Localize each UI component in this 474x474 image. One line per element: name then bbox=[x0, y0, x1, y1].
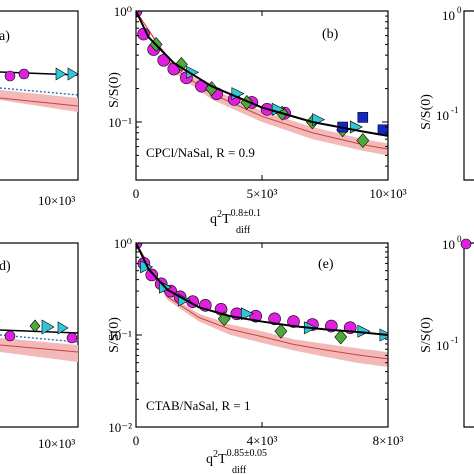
panel-e-series-2-point bbox=[274, 323, 288, 339]
panel-e-ytick-label: 10⁻¹ bbox=[108, 328, 132, 343]
panel-d-fit-line bbox=[0, 329, 79, 334]
panel-e-band bbox=[136, 243, 388, 367]
panel-a-xtick: 10×10³ bbox=[38, 193, 75, 208]
panel-d-marker bbox=[57, 321, 69, 335]
panel-a-marker bbox=[4, 70, 16, 82]
panel-c-ytick-top-exp: 0 bbox=[457, 5, 462, 15]
panel-b-series-1-point bbox=[174, 56, 188, 72]
panel-f-ylabel: S/S(0) bbox=[419, 317, 434, 353]
panel-d-marker bbox=[66, 332, 78, 344]
panel-e-series-0-point bbox=[145, 268, 159, 282]
panel-c-ytick-mid-exp: -1 bbox=[451, 105, 459, 115]
panel-e-series-1-point bbox=[240, 307, 254, 321]
panel-e-text: S/S(0) (e) CTAB/NaSal, R = 1 q2T0.85±0.0… bbox=[107, 257, 334, 474]
panel-b-label: (b) bbox=[322, 27, 339, 42]
panel-b-ytick-label: 10⁰ bbox=[114, 4, 132, 19]
panel-d-marker bbox=[29, 319, 41, 333]
panel-f-ytick-mid: 10 bbox=[436, 338, 449, 353]
panel-a: a) 10×10³ bbox=[0, 10, 79, 208]
panel-a-dotted-line bbox=[0, 87, 79, 96]
panel-b-series-1-point bbox=[356, 133, 370, 149]
panel-a-marker bbox=[67, 67, 79, 81]
panel-d-xtick: 10×10³ bbox=[38, 436, 75, 451]
panel-b-xlabel-sub: diff bbox=[236, 225, 251, 236]
panel-d: d) 10×10³ bbox=[0, 242, 79, 451]
panel-b-plot-area bbox=[136, 11, 388, 156]
panel-e-fit-line bbox=[136, 243, 388, 336]
panel-e-series-0-point bbox=[287, 315, 300, 328]
panel-e-xlabel-sub: diff bbox=[232, 465, 247, 474]
panel-a-label: a) bbox=[0, 29, 10, 44]
panel-c-ytick-top: 10 bbox=[442, 8, 455, 23]
panel-f-ytick-top: 10 bbox=[442, 237, 455, 252]
panel-a-marker bbox=[18, 68, 30, 80]
panel-c-ylabel: S/S(0) bbox=[419, 94, 434, 130]
panel-b-text: S/S(0) (b) CPCl/NaSal, R = 0.9 q2T0.8±0.… bbox=[107, 27, 339, 236]
panel-e-plot-area bbox=[136, 243, 388, 367]
panel-e-ylabel: S/S(0) bbox=[107, 317, 122, 353]
panel-a-frame bbox=[0, 10, 79, 181]
panel-e-annotation: CTAB/NaSal, R = 1 bbox=[146, 398, 251, 413]
panel-f-frame bbox=[463, 242, 474, 428]
panel-e-xtick-label: 8×10³ bbox=[373, 433, 404, 448]
panel-b-band bbox=[136, 11, 388, 156]
panel-e-ytick-label: 10⁰ bbox=[114, 236, 132, 251]
panel-c-frame bbox=[463, 10, 474, 181]
panel-b-xtick-label: 5×10³ bbox=[247, 186, 278, 201]
panel-e-series-0-point bbox=[268, 312, 281, 326]
panel-d-marker bbox=[41, 319, 55, 335]
panel-b-ylabel: S/S(0) bbox=[107, 72, 122, 108]
panel-b-xlabel: q2T0.8±0.1 bbox=[210, 208, 261, 227]
panel-e-xtick-label: 0 bbox=[133, 433, 140, 448]
panel-b-series-3-point bbox=[357, 112, 369, 123]
panel-b-xtick-label: 0 bbox=[133, 186, 140, 201]
panel-b-ytick-label: 10⁻¹ bbox=[108, 115, 132, 130]
panel-d-marker bbox=[4, 330, 16, 342]
panel-e-xlabel: q2T0.85±0.05 bbox=[206, 448, 267, 467]
panel-b-fit-line bbox=[136, 11, 388, 137]
panel-a-band-line bbox=[0, 97, 79, 107]
panel-e-label: (e) bbox=[318, 257, 334, 272]
panel-a-marker bbox=[55, 67, 67, 81]
panel-e-xtick-label: 4×10³ bbox=[247, 433, 278, 448]
panel-f-marker bbox=[460, 238, 472, 250]
panel-b: 0 5×10³ 10×10³ 10⁰ 10⁻¹ bbox=[108, 4, 406, 201]
panel-f-ytick-top-exp: 0 bbox=[457, 234, 462, 244]
panel-e-series-1-point bbox=[357, 324, 371, 338]
panel-e-series-2-point bbox=[334, 329, 348, 345]
panel-a-band bbox=[0, 90, 78, 112]
panel-b-annotation: CPCl/NaSal, R = 0.9 bbox=[146, 145, 255, 160]
panel-e-ytick-label: 10⁻² bbox=[108, 420, 132, 435]
panel-f-ytick-mid-exp: -1 bbox=[451, 335, 459, 345]
panel-f: S/S(0) 10 0 10 -1 bbox=[419, 234, 474, 428]
panel-d-band bbox=[0, 338, 78, 362]
panel-c: S/S(0) 10 0 10 -1 bbox=[419, 5, 474, 181]
panel-d-band-line bbox=[0, 344, 79, 353]
panel-c-ytick-mid: 10 bbox=[436, 108, 449, 123]
panel-b-series-3-point bbox=[377, 124, 388, 136]
panel-d-frame bbox=[0, 242, 79, 428]
panel-b-xtick-label: 10×10³ bbox=[369, 186, 406, 201]
panel-e: 0 4×10³ 8×10³ 10⁰ 10⁻¹ 10⁻² bbox=[108, 236, 403, 448]
panel-d-label: d) bbox=[0, 259, 11, 274]
